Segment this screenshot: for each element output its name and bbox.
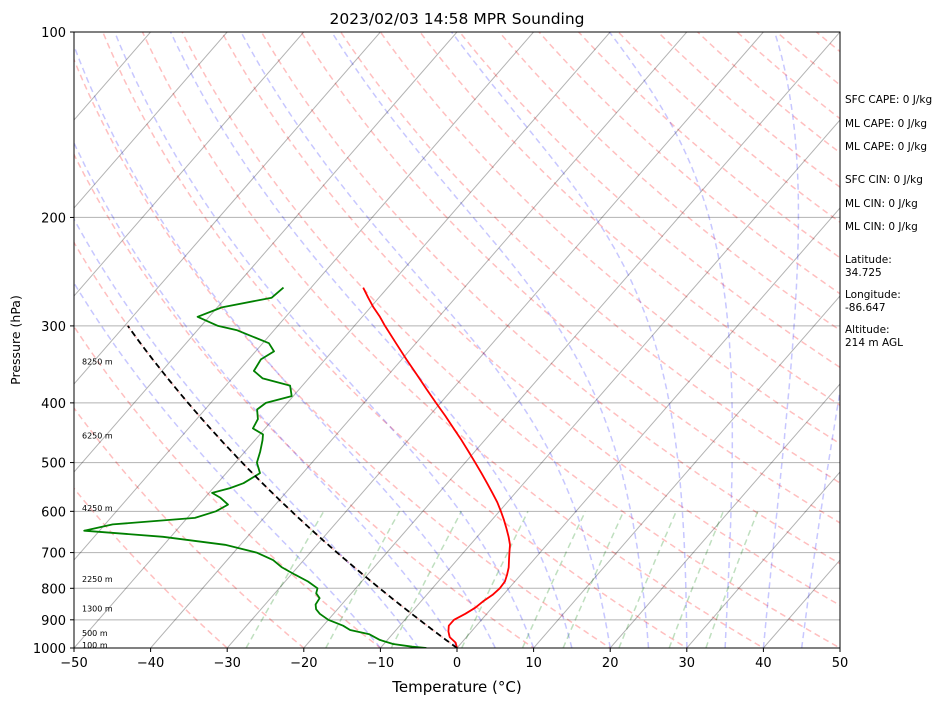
dry-adiabat-line [379,32,840,445]
x-tick-label: 50 [832,656,849,671]
mixing-ratio-line [562,510,625,648]
y-tick-label: 900 [41,614,66,629]
y-tick-label: 800 [41,582,66,597]
y-tick-label: 400 [41,397,66,412]
height-label: 2250 m [82,575,113,584]
mixing-ratio-line [668,511,724,648]
isotherm-line [456,207,840,648]
isotherm-line [686,471,840,648]
mixing-ratio-line [390,510,463,648]
ml-cin-text-2: ML CIN: 0 J/kg [845,221,918,233]
dewpoint-profile-line [83,286,427,648]
height-label: 8250 m [82,358,113,367]
moist-adiabat-line [800,386,840,648]
isotherm-line [74,32,228,209]
moist-adiabat-line [331,32,650,648]
moist-adiabat-line [169,32,573,648]
x-tick-label: −10 [367,656,394,671]
moist-adiabat-line [74,43,496,648]
height-label: 100 m [82,641,108,650]
isotherm-line [379,119,840,648]
x-tick-label: 10 [525,656,542,671]
dry-adiabat-line [74,487,229,648]
isotherm-line [74,32,458,473]
isotherm-line [609,383,840,648]
mixing-ratio-line [461,510,529,648]
y-axis-label: Pressure (hPa) [8,295,23,385]
mixing-ratio-line [521,510,586,648]
y-tick-label: 200 [41,211,66,226]
dry-adiabat-line [74,152,535,648]
moist-adiabat-line [74,141,458,648]
x-tick-label: −20 [290,656,317,671]
moist-adiabat-line [608,32,734,648]
longitude-text: Longitude: -86.647 [845,289,901,314]
moist-adiabat-line [114,32,535,648]
isotherm-line [74,32,305,297]
isotherm-line [74,32,535,561]
y-tick-label: 300 [41,320,66,335]
height-label: 4250 m [82,504,113,513]
isotherm-line [532,295,840,648]
moist-adiabat-line [74,217,420,648]
sfc-cape-text: SFC CAPE: 0 J/kg [845,94,933,106]
x-tick-label: 30 [679,656,696,671]
x-tick-label: −50 [60,656,87,671]
ml-cin-text: ML CIN: 0 J/kg [845,198,918,210]
y-tick-label: 500 [41,457,66,472]
moist-adiabat-line [762,32,800,648]
x-tick-label: −30 [213,656,240,671]
latitude-text: Latitude: 34.725 [845,254,892,279]
isotherm-line [74,32,382,385]
mixing-ratio-line [325,510,401,648]
y-tick-label: 700 [41,547,66,562]
y-tick-label: 600 [41,505,66,520]
y-tick-label: 100 [41,26,66,41]
dry-adiabat-line [220,32,840,607]
chart-title: 2023/02/03 14:58 MPR Sounding [329,10,584,28]
dry-adiabat-line [74,325,382,648]
temperature-profile-line [362,287,511,648]
height-label: 6250 m [82,432,113,441]
altitude-text: Altitude: 214 m AGL [845,324,903,349]
ml-cape-text: ML CAPE: 0 J/kg [845,118,928,130]
ml-cape-text-2: ML CAPE: 0 J/kg [845,141,928,153]
isotherm-line [226,32,765,648]
isotherm-line [303,32,840,648]
dry-adiabat-line [498,32,840,332]
mixing-ratio-line [245,510,325,648]
moist-adiabat-line [240,32,611,648]
dry-adiabat-line [339,32,840,484]
sfc-cin-text: SFC CIN: 0 J/kg [845,174,923,186]
dry-adiabat-line [74,57,612,648]
dry-adiabat-line [141,32,765,648]
dry-adiabat-line [181,32,840,648]
parcel-path-line [127,325,458,648]
x-axis-label: Temperature (°C) [391,678,521,696]
x-tick-label: 40 [755,656,772,671]
dry-adiabat-line [419,32,840,407]
x-tick-label: 0 [453,656,461,671]
dry-adiabat-line [538,32,840,295]
x-tick-label: 20 [602,656,619,671]
moist-adiabat-line [450,32,688,648]
height-label: 500 m [82,629,108,638]
dry-adiabat-line [101,32,689,648]
x-tick-label: −40 [137,656,164,671]
mixing-ratio-line [618,511,677,648]
isotherm-line [74,32,611,648]
height-label: 1300 m [82,605,113,614]
mixing-ratio-line [705,511,759,648]
y-tick-label: 1000 [33,642,66,657]
isotherm-line [149,32,688,648]
